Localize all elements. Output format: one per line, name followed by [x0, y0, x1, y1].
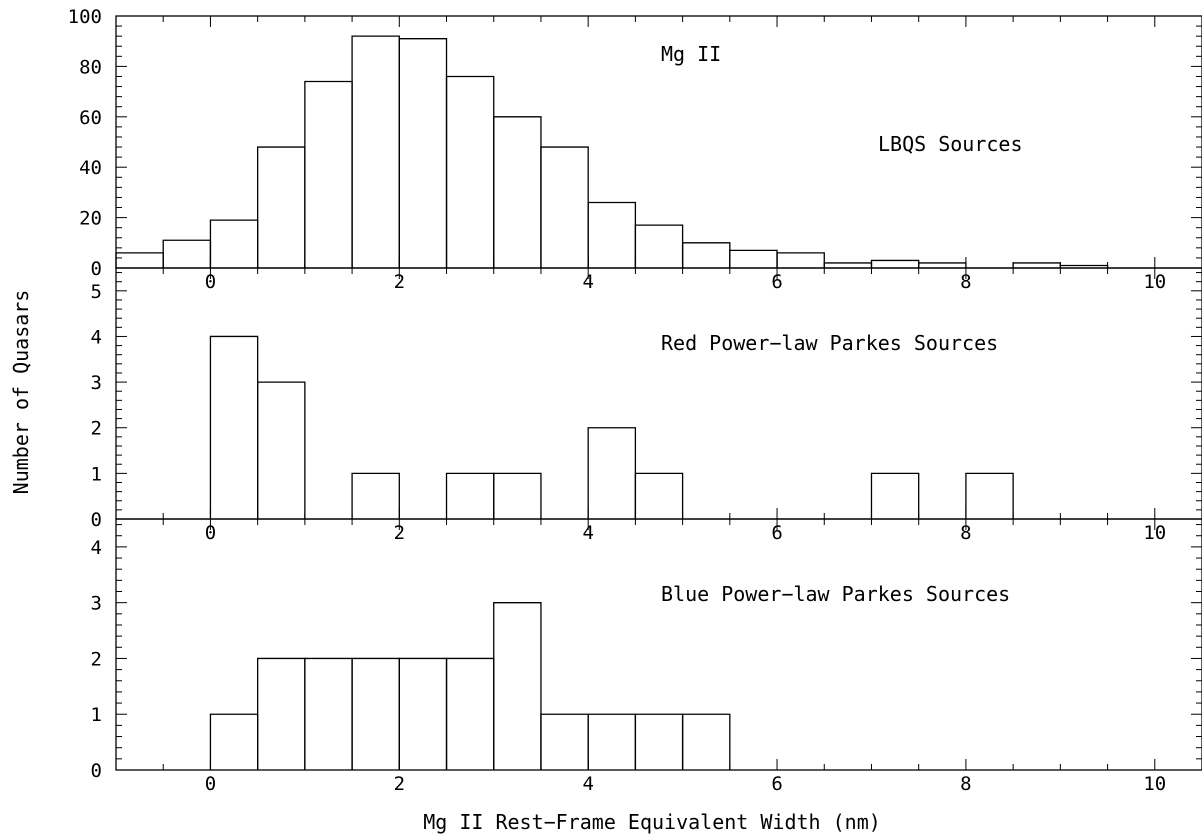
x-tick-label: 2 [394, 773, 405, 795]
y-axis-title: Number of Quasars [9, 290, 33, 495]
x-tick-label: 8 [960, 522, 971, 544]
x-tick-label: 0 [205, 271, 216, 293]
histogram-bar [776, 252, 825, 268]
histogram-bar [257, 146, 306, 268]
histogram-bar [304, 657, 353, 770]
x-tick-label: 10 [1143, 773, 1166, 795]
histogram-bar [870, 259, 920, 268]
histogram-bar [634, 224, 684, 268]
x-tick-label: 4 [582, 522, 593, 544]
panel-3: 0 2 4 6 8 10 0 1 2 3 4 Blue Power−law Parkes Source… [91, 518, 1202, 795]
y-tick-label: 4 [91, 326, 102, 348]
y-tick-label: 5 [91, 281, 102, 303]
y-tick-label: 1 [91, 704, 102, 726]
x-tick-label: 6 [771, 773, 782, 795]
y-tick-label: 0 [91, 258, 102, 280]
plot-frame [115, 267, 1202, 520]
histogram-bar [493, 116, 542, 268]
plot-frame [115, 15, 1202, 269]
x-tick-label: 0 [205, 773, 216, 795]
histogram-bar [209, 335, 259, 519]
histogram-bar [398, 657, 448, 770]
annotation-mg-ii: Mg II [661, 42, 721, 66]
histogram-bar [587, 713, 637, 770]
histogram-bar [1059, 264, 1109, 268]
histogram-bar [918, 262, 967, 268]
y-tick-label: 1 [91, 463, 102, 485]
histogram-bar [634, 713, 684, 770]
y-tick-label: 0 [91, 760, 102, 782]
histogram-bar [209, 219, 259, 268]
x-tick-label: 0 [205, 522, 216, 544]
histogram-bar [257, 381, 306, 519]
x-tick-label: 8 [960, 773, 971, 795]
histogram-bar [870, 472, 920, 519]
y-tick-label: 60 [79, 107, 102, 129]
histogram-bar [351, 472, 400, 519]
histogram-bar [493, 602, 542, 770]
histogram-bar [681, 242, 731, 268]
x-tick-label: 8 [960, 271, 971, 293]
panel-label: Red Power−law Parkes Sources [661, 331, 998, 355]
histogram-bar [965, 472, 1014, 519]
y-tick-label: 3 [91, 372, 102, 394]
panel-2: 0 2 4 6 8 10 0 1 2 3 4 5 Red Power−law Parkes Source… [91, 267, 1202, 544]
histogram-bar [351, 657, 400, 770]
x-tick-label: 6 [771, 522, 782, 544]
histogram-bar [445, 657, 495, 770]
histogram-bar [1012, 262, 1061, 268]
histogram-bar [681, 713, 731, 770]
plot-frame [115, 518, 1202, 771]
y-tick-label: 3 [91, 593, 102, 615]
histogram-bar [304, 80, 353, 268]
x-tick-label: 10 [1143, 522, 1166, 544]
y-tick-label: 20 [79, 208, 102, 230]
x-tick-label: 6 [771, 271, 782, 293]
histogram-bar [398, 38, 448, 268]
x-tick-label: 4 [582, 271, 593, 293]
y-tick-label: 0 [91, 509, 102, 531]
histogram-bar [823, 262, 873, 268]
histogram-bar [351, 35, 400, 268]
panel-label: LBQS Sources [878, 132, 1023, 156]
histogram-bar [540, 146, 589, 268]
y-tick-label: 4 [91, 537, 102, 559]
histogram-bar [634, 472, 684, 519]
histogram-bar [162, 239, 212, 268]
y-tick-label: 100 [68, 6, 102, 28]
x-tick-label: 2 [394, 522, 405, 544]
y-tick-label: 40 [79, 157, 102, 179]
histogram-bar [729, 249, 778, 268]
histogram-bar [257, 657, 306, 770]
histogram-bar [209, 713, 259, 770]
histogram-bar [445, 75, 495, 268]
x-axis-title: Mg II Rest−Frame Equivalent Width (nm) [423, 810, 881, 834]
histogram-bar [493, 472, 542, 519]
x-tick-label: 4 [582, 773, 593, 795]
histogram-bar [115, 252, 164, 268]
x-tick-label: 2 [394, 271, 405, 293]
x-tick-label: 10 [1143, 271, 1166, 293]
histogram-bar [587, 201, 637, 268]
y-tick-label: 2 [91, 418, 102, 440]
histogram-bar [540, 713, 589, 770]
histogram-bar [587, 427, 637, 519]
histogram-bar [445, 472, 495, 519]
y-tick-label: 80 [79, 56, 102, 78]
panel-label: Blue Power−law Parkes Sources [661, 582, 1010, 606]
y-tick-label: 2 [91, 648, 102, 670]
